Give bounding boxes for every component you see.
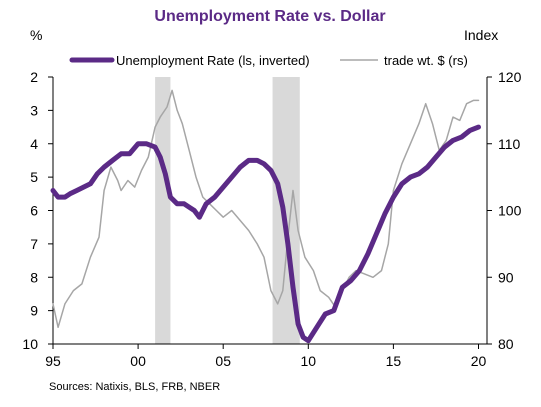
unemployment-rate-line [50, 124, 481, 344]
left-tick-label-8: 8 [30, 269, 38, 285]
chart-title: Unemployment Rate vs. Dollar [154, 8, 385, 25]
right-axis-unit: Index [464, 27, 498, 43]
x-tick-label-10: 10 [301, 353, 317, 369]
left-tick-label-3: 3 [30, 102, 38, 118]
recession-band-1 [155, 77, 171, 344]
x-tick-label-05: 05 [215, 353, 231, 369]
x-tick-label-00: 00 [130, 353, 146, 369]
legend: Unemployment Rate (ls, inverted) trade w… [69, 53, 468, 68]
right-tick-label-110: 110 [498, 136, 521, 152]
right-axis-ticks: 80 90 100 110 120 [487, 69, 522, 352]
left-tick-label-7: 7 [30, 236, 38, 252]
source-note: Sources: Natixis, BLS, FRB, NBER [49, 381, 220, 393]
left-tick-label-5: 5 [30, 169, 38, 185]
legend-dollar-label: trade wt. $ (rs) [384, 53, 468, 68]
series-layer [50, 89, 481, 344]
left-tick-label-2: 2 [30, 69, 38, 85]
right-tick-label-100: 100 [498, 203, 522, 219]
left-tick-label-10: 10 [22, 336, 38, 352]
left-axis-unit: % [30, 27, 42, 43]
legend-unemployment-label: Unemployment Rate (ls, inverted) [116, 53, 310, 68]
left-tick-label-4: 4 [30, 136, 38, 152]
right-tick-label-90: 90 [498, 269, 514, 285]
trade-weighted-dollar-line [52, 89, 480, 329]
right-tick-label-120: 120 [498, 69, 522, 85]
x-tick-label-20: 20 [471, 353, 487, 369]
x-tick-label-15: 15 [386, 353, 402, 369]
right-tick-label-80: 80 [498, 336, 514, 352]
left-tick-label-9: 9 [30, 303, 38, 319]
x-axis-ticks: 95 00 05 10 15 20 [45, 344, 486, 369]
left-axis-ticks: 2 3 4 5 6 7 8 9 10 [22, 69, 53, 352]
left-tick-label-6: 6 [30, 203, 38, 219]
x-tick-label-95: 95 [45, 353, 61, 369]
